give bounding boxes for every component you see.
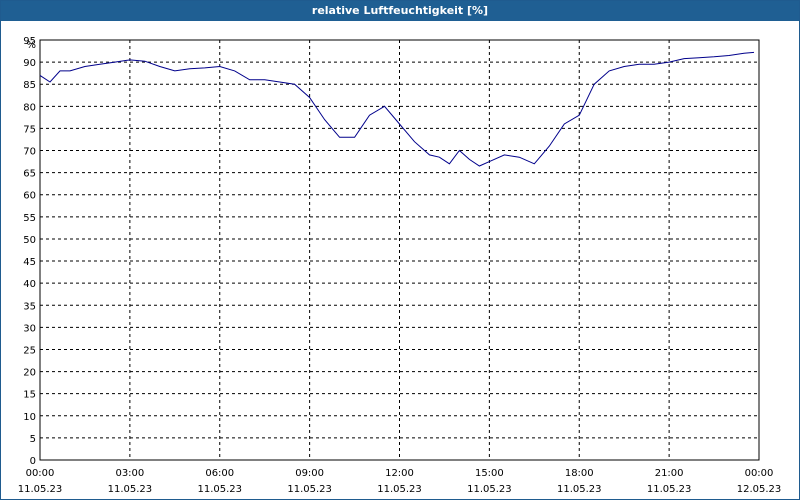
y-tick-label: 60	[23, 191, 36, 202]
y-tick-label: 90	[23, 58, 36, 69]
chart-title: relative Luftfeuchtigkeit [%]	[1, 1, 799, 21]
plot-area-border	[39, 39, 760, 461]
y-tick-label: 45	[23, 257, 36, 268]
x-tick-time: 12:00	[385, 468, 414, 479]
x-tick-date: 11.05.23	[18, 484, 63, 495]
y-tick-label: 50	[23, 235, 36, 246]
y-tick-label: 55	[23, 213, 36, 224]
x-tick-date: 11.05.23	[197, 484, 242, 495]
y-tick-label: 25	[23, 345, 36, 356]
x-tick-time: 09:00	[295, 468, 324, 479]
x-tick-time: 18:00	[565, 468, 594, 479]
y-tick-label: 80	[23, 102, 36, 113]
x-tick-date: 11.05.23	[557, 484, 602, 495]
x-tick-time: 03:00	[115, 468, 144, 479]
y-tick-label: 20	[23, 368, 36, 379]
y-tick-label: 85	[23, 80, 36, 91]
y-tick-label: 65	[23, 169, 36, 180]
y-tick-label: 95	[23, 36, 36, 47]
y-tick-label: 15	[23, 390, 36, 401]
y-tick-label: 70	[23, 147, 36, 158]
x-tick-date: 12.05.23	[737, 484, 782, 495]
series-line-humidity	[39, 51, 755, 167]
x-tick-time: 06:00	[205, 468, 234, 479]
x-tick-date: 11.05.23	[287, 484, 332, 495]
y-tick-label: 40	[23, 279, 36, 290]
x-tick-date: 11.05.23	[108, 484, 153, 495]
x-tick-time: 00:00	[26, 468, 55, 479]
y-tick-label: 5	[30, 434, 36, 445]
x-tick-time: 00:00	[745, 468, 774, 479]
y-tick-label: 10	[23, 412, 36, 423]
x-tick-date: 11.05.23	[467, 484, 512, 495]
y-tick-label: 30	[23, 323, 36, 334]
y-tick-label: 75	[23, 124, 36, 135]
x-tick-time: 21:00	[655, 468, 684, 479]
y-tick-label: 35	[23, 301, 36, 312]
x-tick-time: 15:00	[475, 468, 504, 479]
y-tick-label: 0	[30, 456, 36, 467]
y-axis-unit: %	[26, 40, 36, 51]
x-tick-date: 11.05.23	[647, 484, 692, 495]
x-tick-date: 11.05.23	[377, 484, 422, 495]
